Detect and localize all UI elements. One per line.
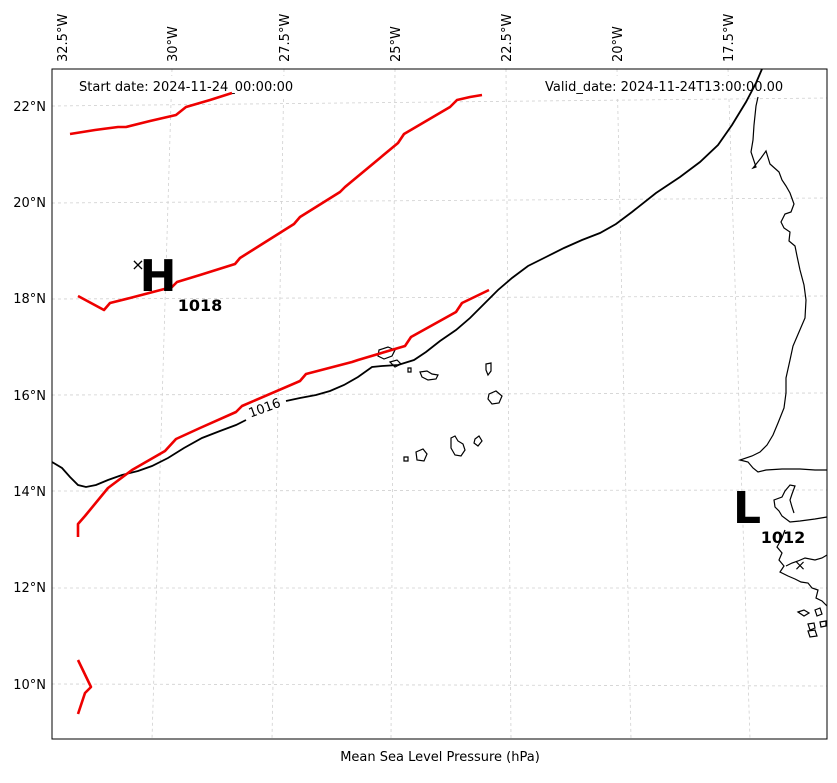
low-value: 1012: [761, 528, 806, 547]
lat-label-22n: 22°N: [13, 100, 46, 115]
lon-label-30w: 30°W: [166, 26, 181, 62]
lat-label-20n: 20°N: [13, 196, 46, 211]
coastline-west-africa: [737, 96, 827, 473]
red-isobar-upper: [77, 93, 483, 312]
red-isobar-north: [69, 91, 233, 136]
map-frame: [51, 68, 828, 740]
map-caption: Mean Sea Level Pressure (hPa): [340, 750, 540, 765]
start-date: Start date: 2024-11-24_00:00:00: [79, 80, 293, 95]
high-pressure-center: × H 1018: [131, 251, 222, 315]
isobar-1016: [51, 419, 247, 488]
lon-label-25w: 25°W: [389, 26, 404, 62]
high-value: 1018: [178, 296, 223, 315]
high-center-marker: ×: [131, 255, 144, 274]
valid-date-backing: [540, 76, 806, 96]
cape-verde-islands: [377, 346, 503, 462]
lon-label-32-5w: 32.5°W: [56, 14, 71, 62]
coastline-guinea-bissau: [776, 529, 828, 607]
lon-label-22-5w: 22.5°W: [500, 14, 515, 62]
latitude-labels: 22°N 20°N 18°N 16°N 14°N 12°N 10°N: [13, 100, 46, 693]
valid-date: Valid_date: 2024-11-24T13:00:00.00: [545, 80, 783, 95]
graticule: [51, 68, 828, 740]
lon-label-27-5w: 27.5°W: [278, 14, 293, 62]
red-isobar-lower: [76, 288, 490, 537]
start-date-backing: [72, 76, 344, 96]
longitude-labels: 32.5°W 30°W 27.5°W 25°W 22.5°W 20°W 17.5…: [56, 14, 737, 62]
isobar-1016-continued: [285, 68, 763, 402]
lon-label-20w: 20°W: [611, 26, 626, 62]
low-letter: L: [733, 483, 761, 534]
high-letter: H: [140, 251, 177, 302]
coastline-guinea: [785, 554, 828, 567]
lat-label-18n: 18°N: [13, 292, 46, 307]
coastline-bijagos: [796, 607, 827, 638]
lat-label-10n: 10°N: [13, 678, 46, 693]
coastline-gambia: [773, 484, 828, 523]
lat-label-12n: 12°N: [13, 581, 46, 596]
low-center-marker: ×: [794, 558, 806, 574]
lat-label-16n: 16°N: [13, 389, 46, 404]
red-isobar-southwest: [76, 659, 93, 715]
lon-label-17-5w: 17.5°W: [722, 14, 737, 62]
lat-label-14n: 14°N: [13, 485, 46, 500]
low-pressure-center: L 1012 ×: [733, 483, 806, 574]
